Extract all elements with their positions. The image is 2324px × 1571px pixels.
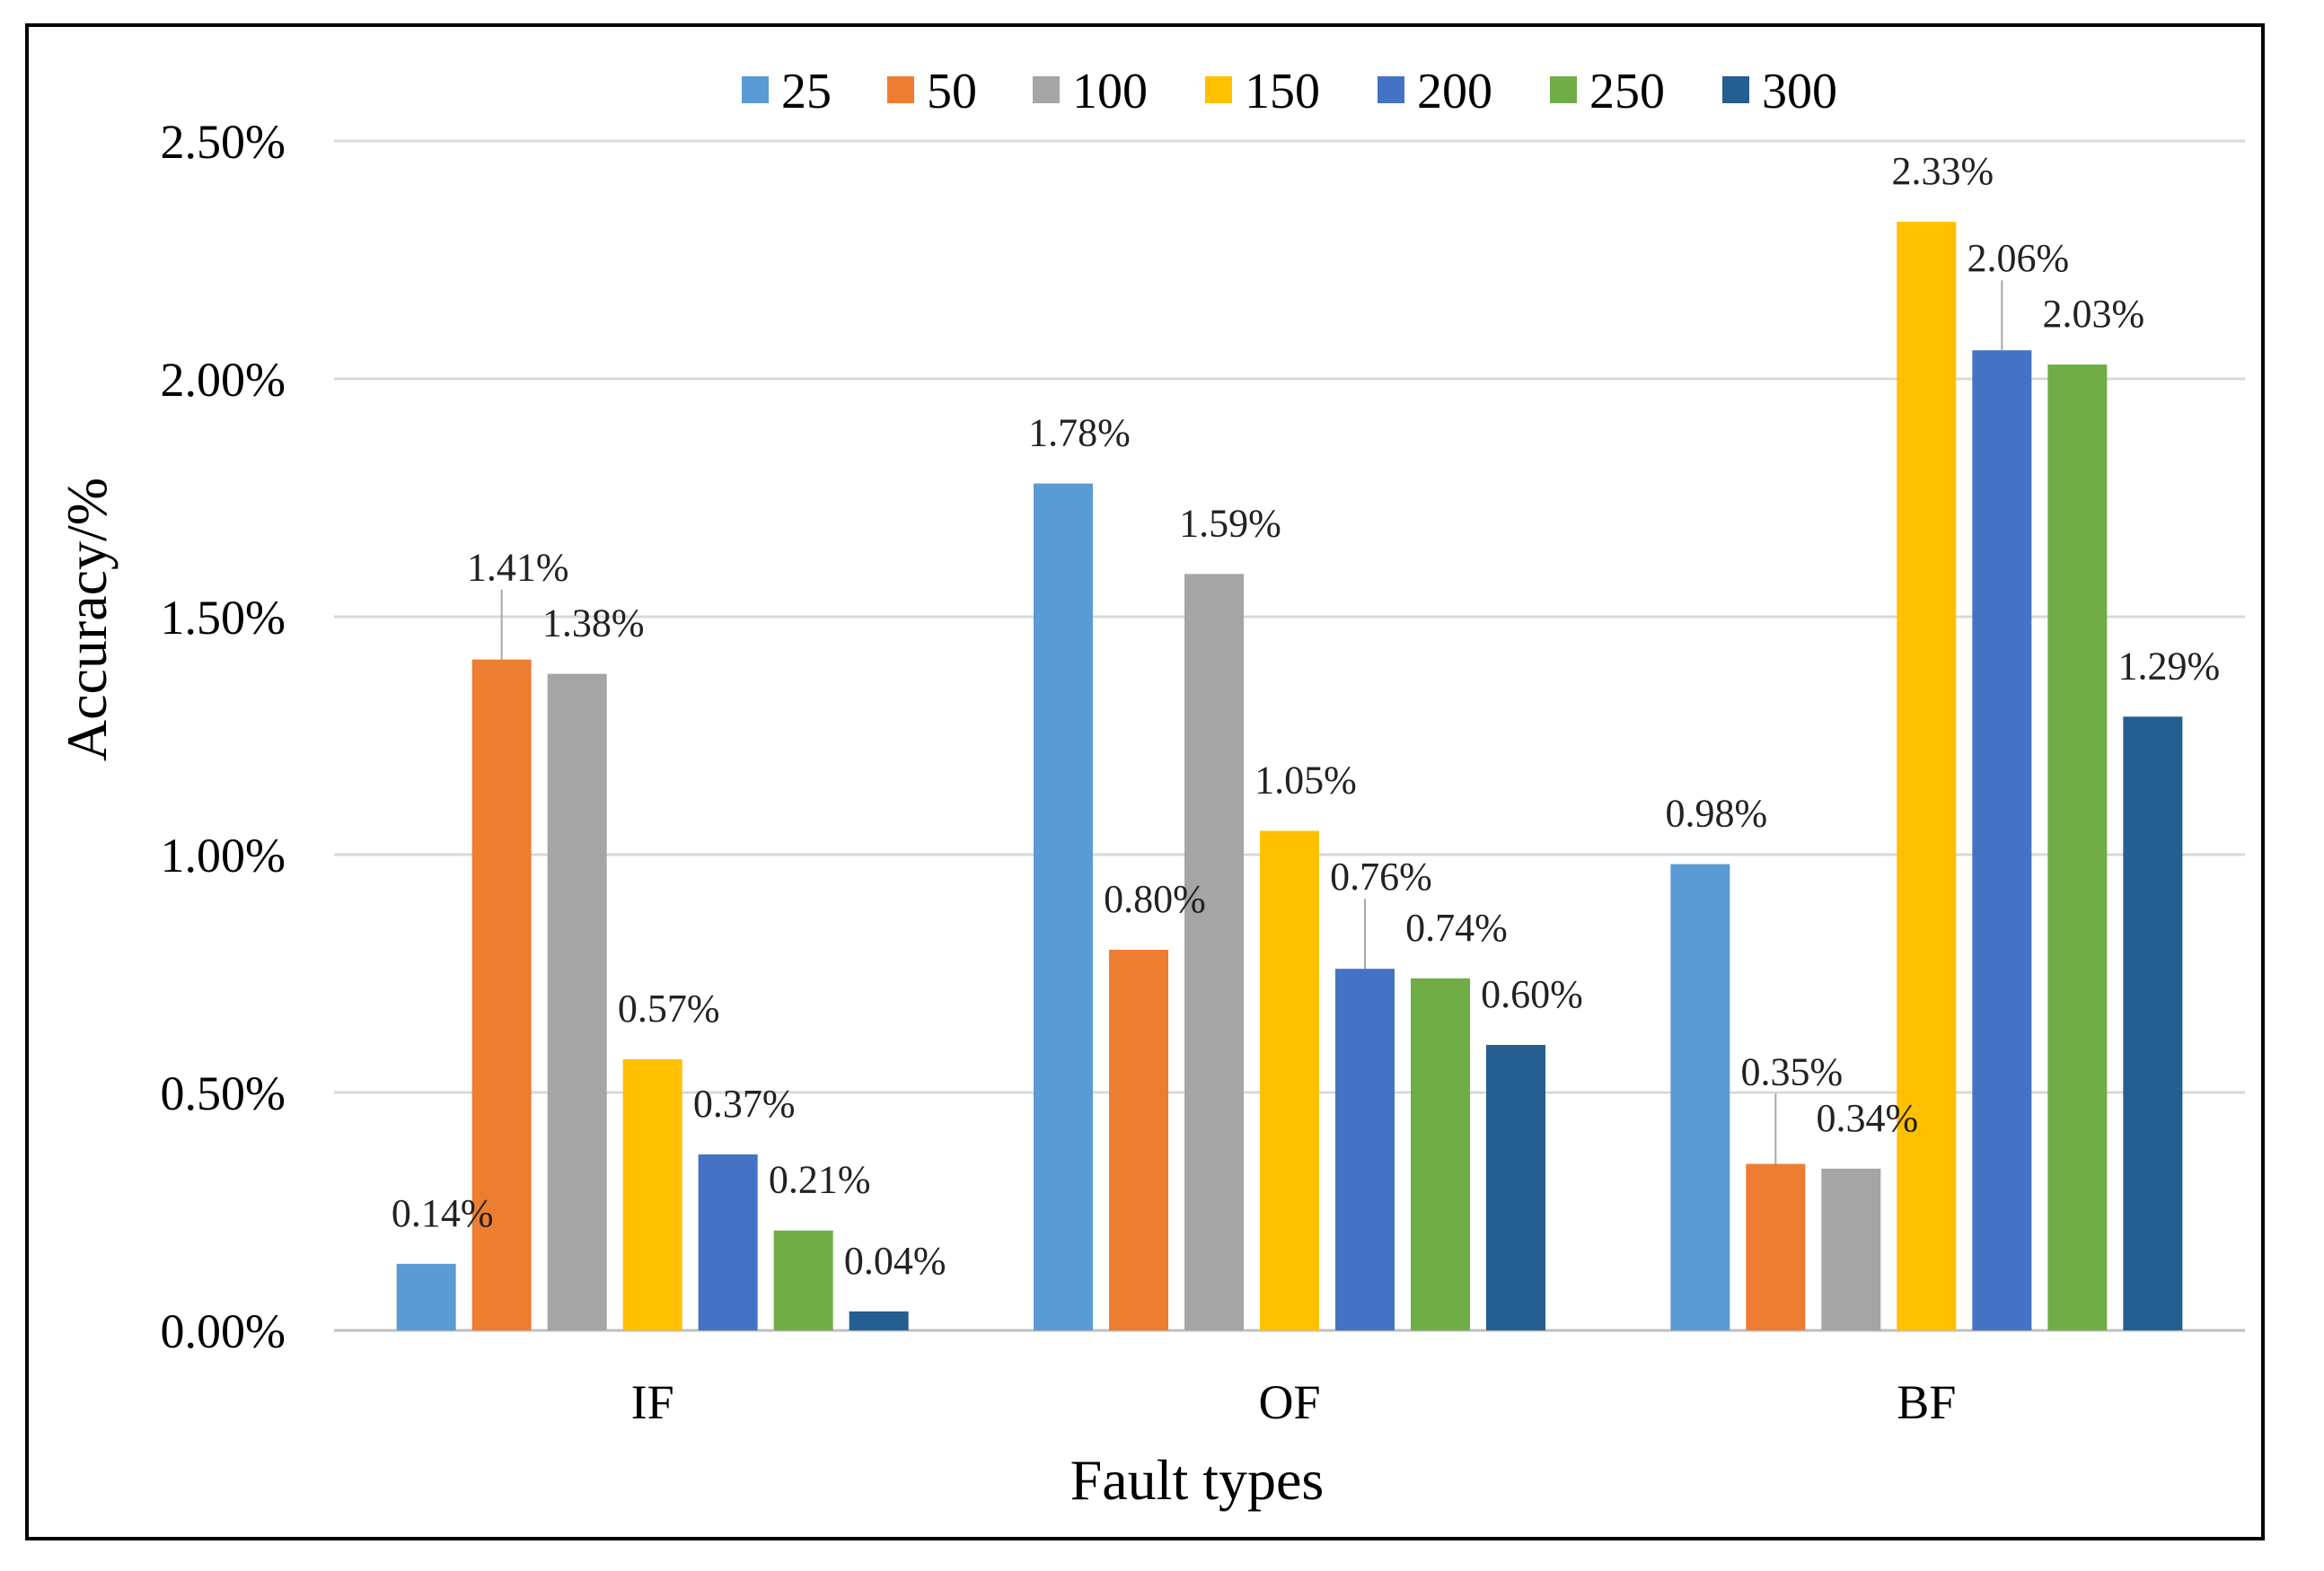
- legend-swatch-25: [742, 76, 769, 103]
- legend-swatch-50: [887, 76, 914, 103]
- y-tick-label: 2.50%: [161, 115, 286, 169]
- bars: [396, 222, 2183, 1331]
- bar-BF-150: [1897, 222, 1957, 1331]
- data-label: 0.21%: [769, 1158, 871, 1202]
- bar-IF-150: [622, 1058, 682, 1330]
- data-label: 0.37%: [693, 1082, 796, 1126]
- data-label: 0.80%: [1104, 877, 1206, 921]
- legend-label: 200: [1417, 64, 1492, 119]
- legend-swatch-100: [1033, 76, 1060, 103]
- legend-swatch-300: [1722, 76, 1749, 103]
- bar-OF-250: [1411, 978, 1470, 1330]
- legend-label: 300: [1762, 64, 1837, 119]
- legend-label: 50: [927, 64, 977, 119]
- data-labels: 0.14% 1.41% 1.38% 0.57% 0.37% 0.21% 0.04% 1.78%…: [392, 149, 2220, 1283]
- bar-IF-200: [698, 1154, 758, 1330]
- data-label: 0.57%: [618, 987, 720, 1031]
- legend-label: 150: [1245, 64, 1320, 119]
- bar-BF-50: [1746, 1163, 1806, 1330]
- y-tick-label: 0.50%: [161, 1066, 286, 1120]
- legend-swatch-250: [1550, 76, 1577, 103]
- data-label: 1.41%: [467, 546, 569, 590]
- y-tick-label: 0.00%: [161, 1304, 286, 1358]
- data-label: 0.74%: [1405, 906, 1508, 950]
- legend: 25 50 100 150 200 250 300: [742, 64, 1837, 119]
- bar-BF-300: [2123, 716, 2183, 1330]
- bar-IF-250: [773, 1230, 833, 1330]
- bar-BF-25: [1670, 864, 1730, 1330]
- y-tick-label: 2.00%: [161, 353, 286, 407]
- y-tick-label: 1.00%: [161, 829, 286, 882]
- legend-label: 100: [1072, 64, 1148, 119]
- x-axis-categories: IF OF BF: [631, 1375, 1957, 1429]
- bar-BF-200: [1972, 350, 2032, 1331]
- data-label: 0.34%: [1817, 1096, 1919, 1140]
- bar-IF-50: [471, 659, 532, 1330]
- data-label: 1.05%: [1254, 759, 1357, 803]
- bar-IF-300: [849, 1311, 909, 1330]
- y-tick-label: 1.50%: [161, 591, 286, 645]
- data-label: 1.38%: [542, 601, 645, 645]
- data-label: 0.35%: [1741, 1050, 1844, 1094]
- x-tick-label: OF: [1258, 1375, 1320, 1429]
- bar-BF-250: [2047, 364, 2108, 1331]
- bar-IF-100: [547, 673, 607, 1330]
- bar-BF-100: [1821, 1168, 1881, 1330]
- bar-OF-50: [1109, 950, 1168, 1330]
- data-label: 2.06%: [1967, 236, 2070, 280]
- x-tick-label: IF: [631, 1375, 674, 1429]
- data-label: 0.76%: [1330, 855, 1432, 899]
- bar-OF-150: [1260, 830, 1319, 1330]
- bar-OF-100: [1184, 574, 1244, 1330]
- y-axis-ticks: 0.00% 0.50% 1.00% 1.50% 2.00% 2.50%: [161, 115, 286, 1358]
- x-tick-label: BF: [1897, 1375, 1956, 1429]
- data-label: 2.33%: [1892, 149, 1994, 193]
- data-label: 0.98%: [1666, 792, 1768, 836]
- legend-label: 25: [781, 64, 832, 119]
- data-label: 1.78%: [1028, 411, 1131, 455]
- data-label: 1.59%: [1179, 501, 1281, 545]
- data-label: 1.29%: [2118, 644, 2221, 688]
- legend-swatch-150: [1205, 76, 1232, 103]
- legend-label: 250: [1589, 64, 1665, 119]
- data-label: 0.60%: [1481, 972, 1583, 1016]
- x-axis-title: Fault types: [1070, 1448, 1325, 1512]
- bar-OF-200: [1335, 969, 1395, 1330]
- legend-swatch-200: [1378, 76, 1404, 103]
- data-label: 0.14%: [392, 1191, 494, 1235]
- y-axis-title: Accuracy/%: [55, 478, 119, 761]
- bar-IF-25: [396, 1263, 456, 1330]
- bar-OF-25: [1034, 483, 1093, 1330]
- bar-OF-300: [1486, 1045, 1545, 1330]
- data-label: 0.04%: [844, 1239, 946, 1283]
- label-leader-lines: [500, 280, 2003, 1164]
- data-label: 2.03%: [2043, 292, 2145, 336]
